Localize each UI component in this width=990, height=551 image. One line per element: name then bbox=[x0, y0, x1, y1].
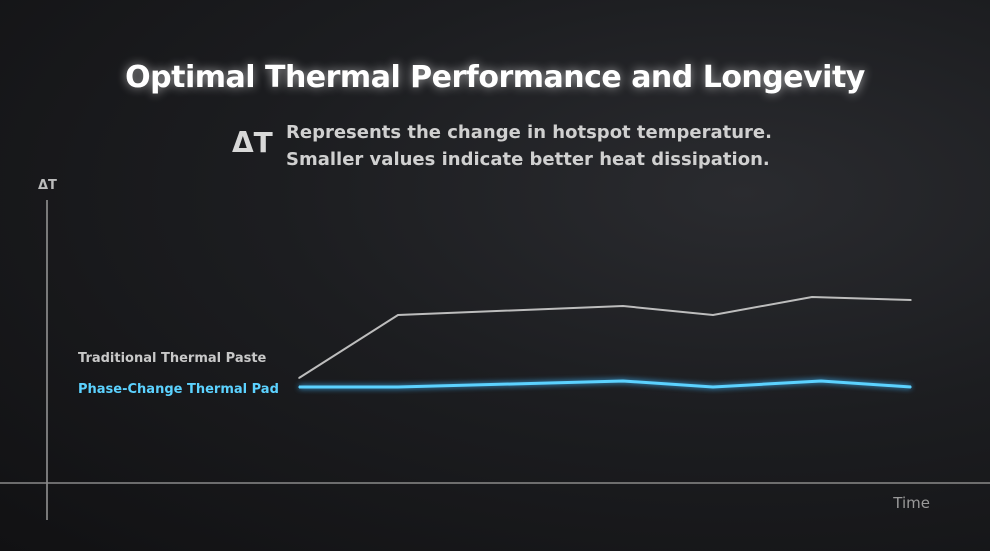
description: Represents the change in hotspot tempera… bbox=[286, 119, 772, 173]
data-point bbox=[622, 380, 624, 382]
data-point bbox=[910, 299, 912, 301]
data-point bbox=[820, 380, 822, 382]
delta-t-symbol: ΔT bbox=[232, 126, 273, 159]
data-point bbox=[910, 386, 912, 388]
description-line: Represents the change in hotspot tempera… bbox=[286, 122, 772, 143]
data-point bbox=[397, 386, 399, 388]
page-title: Optimal Thermal Performance and Longevit… bbox=[125, 60, 865, 95]
data-point bbox=[712, 386, 714, 388]
legend-traditional-paste: Traditional Thermal Paste bbox=[78, 351, 267, 366]
series-phase-change-pad-line bbox=[299, 379, 912, 389]
legend-phase-change-pad: Phase-Change Thermal Pad bbox=[78, 382, 279, 397]
description-line: Smaller values indicate better heat diss… bbox=[286, 149, 770, 170]
data-point bbox=[298, 386, 300, 388]
data-point bbox=[622, 305, 624, 307]
data-point bbox=[811, 296, 813, 298]
data-point bbox=[298, 377, 300, 379]
data-point bbox=[397, 314, 399, 316]
x-axis-label: Time bbox=[892, 494, 930, 512]
y-axis-label: ΔT bbox=[38, 178, 57, 193]
series-traditional-paste-line bbox=[298, 295, 912, 379]
data-point bbox=[712, 314, 714, 316]
